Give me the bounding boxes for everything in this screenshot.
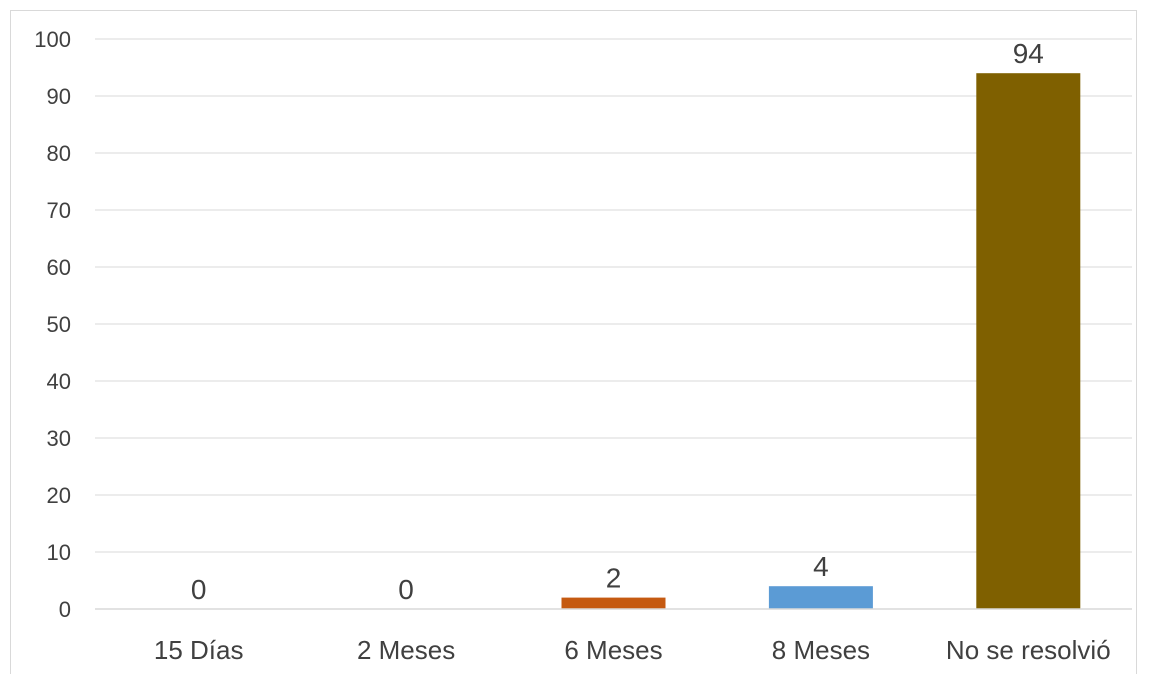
y-tick-label: 50 bbox=[47, 312, 71, 337]
y-tick-label: 40 bbox=[47, 369, 71, 394]
x-category-label: 2 Meses bbox=[357, 635, 455, 665]
x-category-label: 8 Meses bbox=[772, 635, 870, 665]
x-category-label: 6 Meses bbox=[564, 635, 662, 665]
bar bbox=[976, 73, 1081, 609]
y-tick-label: 10 bbox=[47, 540, 71, 565]
data-label: 0 bbox=[398, 574, 414, 605]
x-category-label: 15 Días bbox=[154, 635, 244, 665]
bar bbox=[768, 586, 873, 609]
data-label: 94 bbox=[1013, 38, 1044, 69]
bars bbox=[561, 73, 1081, 609]
y-tick-label: 80 bbox=[47, 141, 71, 166]
x-category-label: No se resolvió bbox=[946, 635, 1111, 665]
y-tick-label: 20 bbox=[47, 483, 71, 508]
data-label: 4 bbox=[813, 551, 829, 582]
y-axis-tick-labels: 0 10 20 30 40 50 60 70 80 90 100 bbox=[34, 27, 71, 622]
x-axis-category-labels: 15 Días 2 Meses 6 Meses 8 Meses No se resolv… bbox=[154, 635, 1111, 665]
y-tick-label: 90 bbox=[47, 84, 71, 109]
chart-frame bbox=[10, 10, 1137, 674]
y-tick-label: 60 bbox=[47, 255, 71, 280]
y-tick-label: 30 bbox=[47, 426, 71, 451]
data-label: 0 bbox=[191, 574, 207, 605]
data-label: 2 bbox=[606, 563, 622, 594]
y-tick-label: 70 bbox=[47, 198, 71, 223]
gridlines bbox=[95, 38, 1132, 553]
y-tick-label: 100 bbox=[34, 27, 71, 52]
y-tick-label: 0 bbox=[59, 597, 71, 622]
data-labels: 0 0 2 4 94 bbox=[191, 38, 1044, 605]
bar bbox=[561, 597, 666, 609]
